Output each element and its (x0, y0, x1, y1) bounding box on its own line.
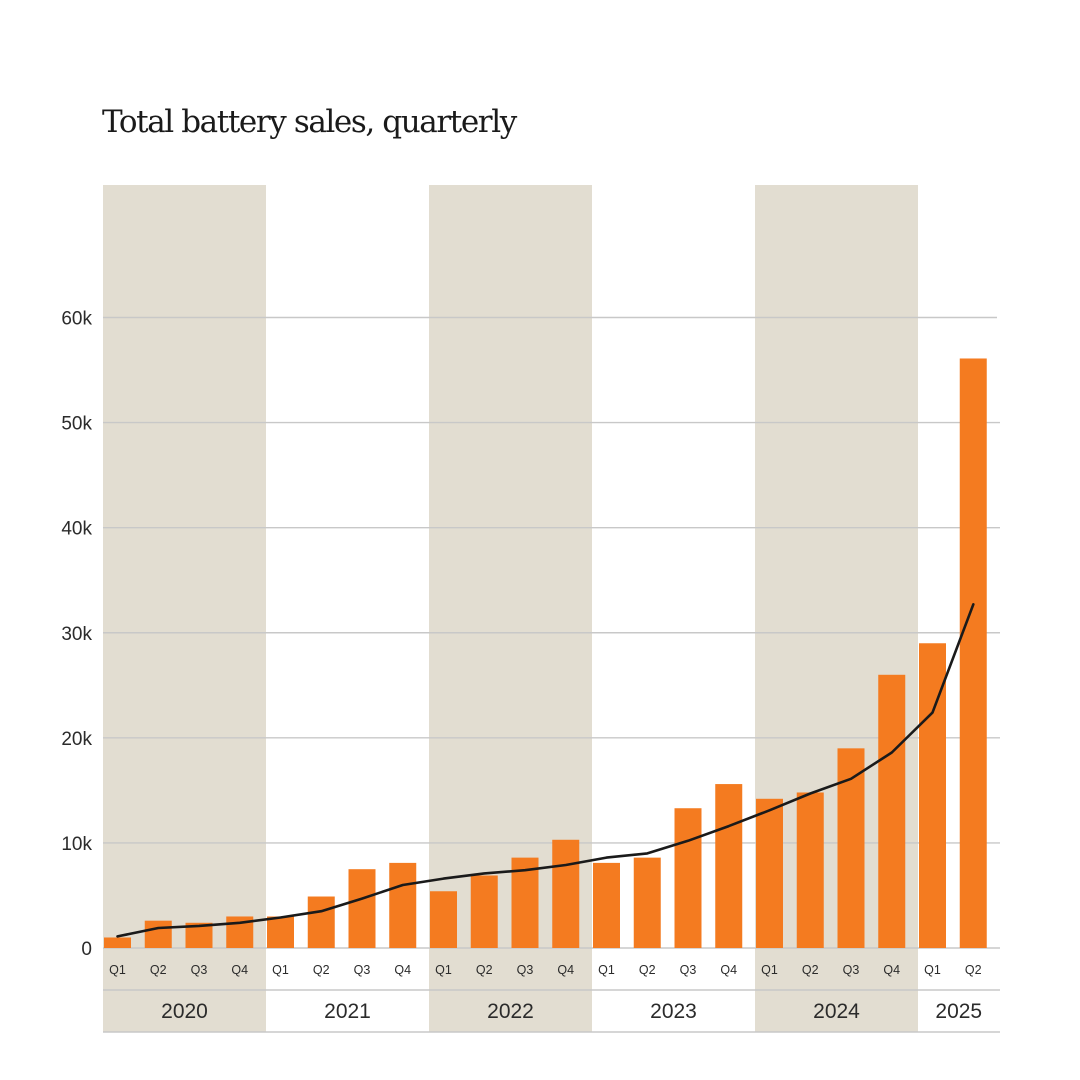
bar-2023-Q1 (593, 862, 620, 948)
quarter-label-2021-Q3: Q3 (354, 963, 371, 977)
y-tick-label-50k: 50k (61, 414, 92, 435)
y-tick-label-30k: 30k (61, 624, 92, 645)
quarter-label-2024-Q4: Q4 (883, 963, 900, 977)
bar-2022-Q4 (552, 839, 580, 948)
year-label-2024: 2024 (813, 1000, 860, 1023)
quarter-label-2024-Q2: Q2 (802, 963, 819, 977)
trend-line-layer (116, 603, 975, 938)
bar-2023-Q4 (715, 784, 743, 948)
year-label-2022: 2022 (487, 1000, 534, 1023)
bar-2021-Q3 (348, 869, 376, 948)
bar-2022-Q2 (470, 875, 498, 948)
quarter-label-2023-Q4: Q4 (720, 963, 737, 977)
quarter-label-2023-Q1: Q1 (598, 963, 615, 977)
year-label-2020: 2020 (161, 1000, 208, 1023)
bar-2024-Q1 (756, 798, 783, 948)
quarter-label-2023-Q3: Q3 (680, 963, 697, 977)
trend-line (116, 603, 975, 938)
y-tick-label-0: 0 (81, 939, 92, 960)
bar-2025-Q1 (919, 643, 946, 948)
quarter-label-2020-Q4: Q4 (231, 963, 248, 977)
bar-2021-Q1 (267, 916, 294, 948)
bar-2020-Q1 (104, 937, 131, 948)
axis-labels-layer: 2020 2021 2022 2023 2024 2025 0 10k 20k 30k 40k 50k… (61, 309, 982, 1024)
quarter-label-2022-Q1: Q1 (435, 963, 452, 977)
bar-2021-Q2 (307, 896, 335, 948)
bar-2023-Q2 (633, 857, 661, 948)
quarter-label-2024-Q1: Q1 (761, 963, 778, 977)
quarter-label-2021-Q2: Q2 (313, 963, 330, 977)
year-label-2025: 2025 (935, 1000, 982, 1023)
quarter-label-2020-Q2: Q2 (150, 963, 167, 977)
year-shading-layer (103, 185, 918, 1032)
year-label-2021: 2021 (324, 1000, 371, 1023)
bar-2020-Q2 (144, 920, 172, 948)
bar-2022-Q1 (430, 891, 457, 948)
quarter-label-2022-Q2: Q2 (476, 963, 493, 977)
y-tick-label-10k: 10k (61, 834, 92, 855)
bar-2022-Q3 (511, 857, 539, 948)
quarter-label-2025-Q2: Q2 (965, 963, 982, 977)
bar-2024-Q2 (796, 792, 824, 948)
chart-title: Total battery sales, quarterly (102, 104, 517, 140)
year-band-2020 (103, 185, 266, 1032)
y-tick-label-40k: 40k (61, 519, 92, 540)
quarter-label-2023-Q2: Q2 (639, 963, 656, 977)
year-label-2023: 2023 (650, 1000, 697, 1023)
y-tick-label-60k: 60k (61, 309, 92, 330)
bars-layer (104, 358, 987, 948)
quarter-label-2021-Q4: Q4 (394, 963, 411, 977)
bar-2021-Q4 (389, 862, 417, 948)
quarter-label-2022-Q3: Q3 (517, 963, 534, 977)
quarter-label-2021-Q1: Q1 (272, 963, 289, 977)
quarter-label-2024-Q3: Q3 (843, 963, 860, 977)
quarter-label-2020-Q3: Q3 (191, 963, 208, 977)
bar-2023-Q3 (674, 808, 702, 948)
y-tick-label-20k: 20k (61, 729, 92, 750)
quarter-label-2020-Q1: Q1 (109, 963, 126, 977)
bar-2025-Q2 (959, 358, 987, 948)
bar-2024-Q4 (878, 674, 906, 948)
quarter-label-2022-Q4: Q4 (557, 963, 574, 977)
quarter-label-2025-Q1: Q1 (924, 963, 941, 977)
